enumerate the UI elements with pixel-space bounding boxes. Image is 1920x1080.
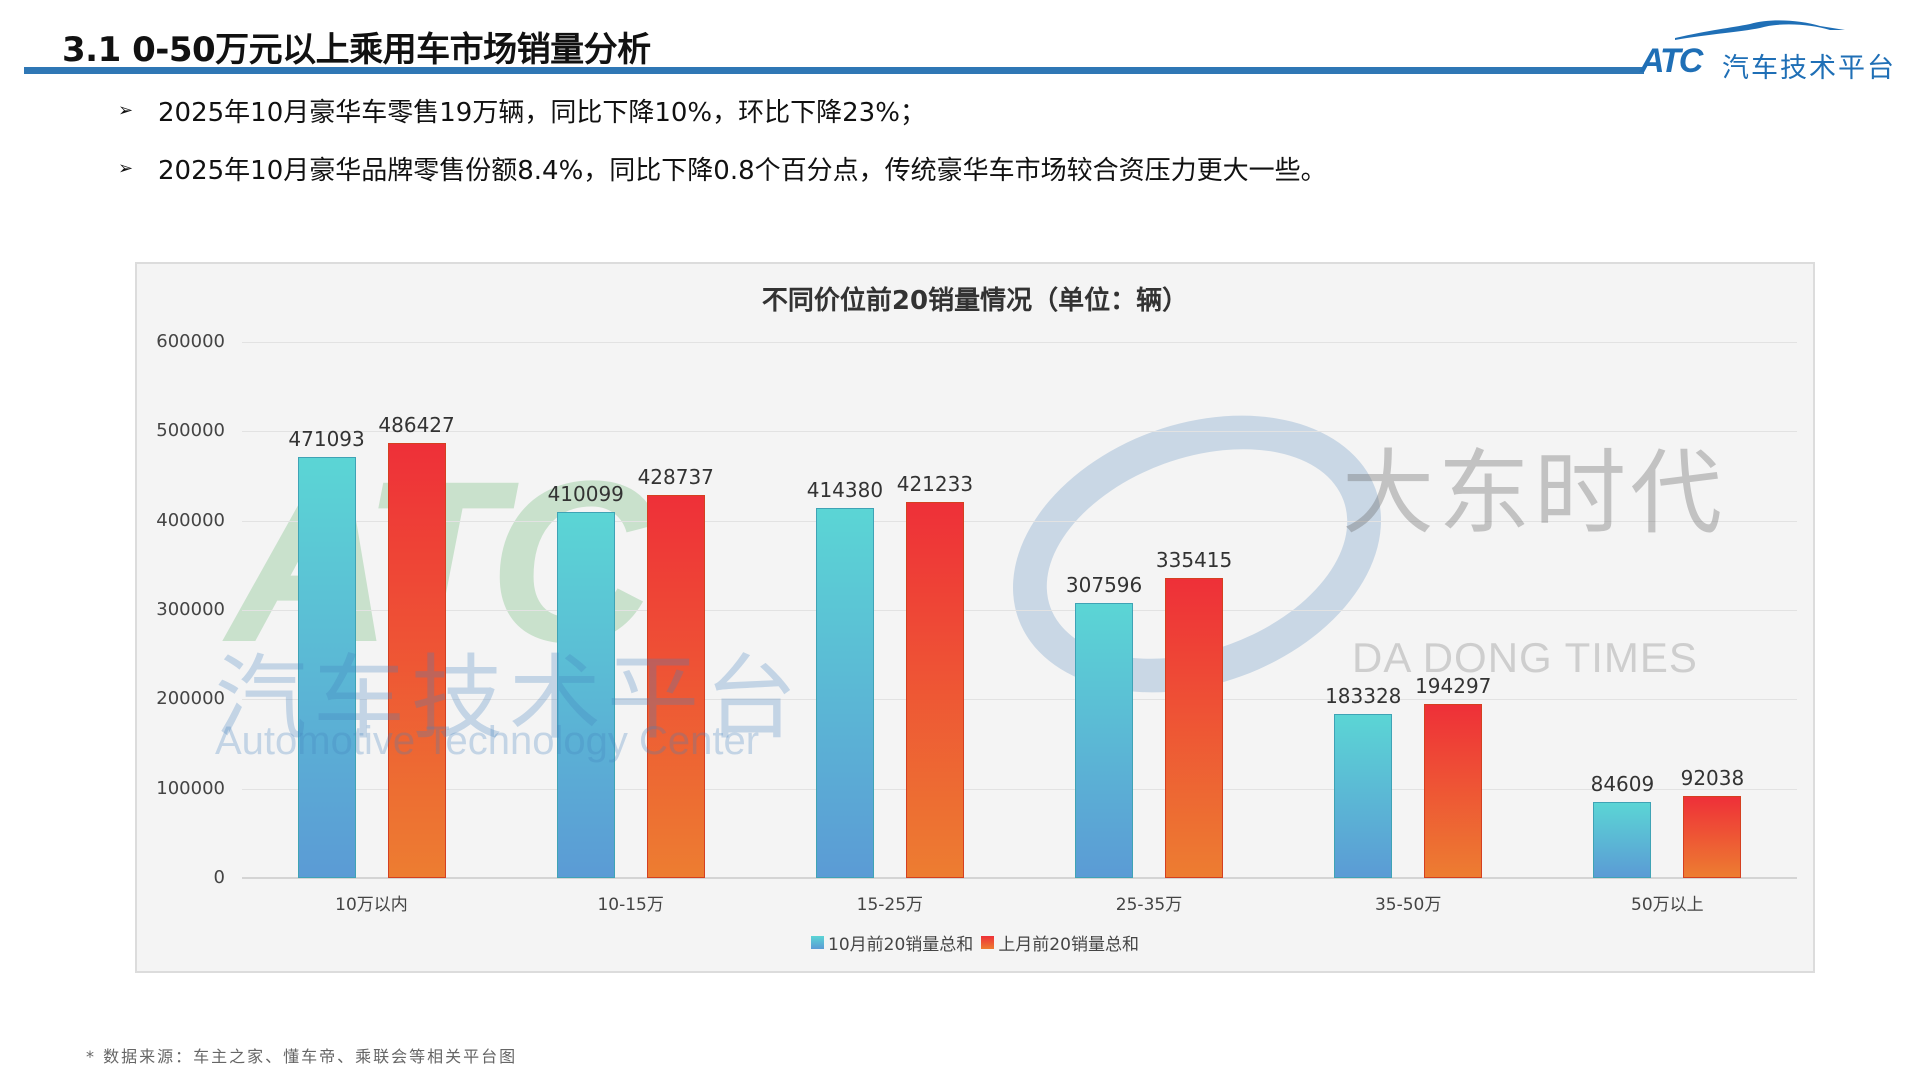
x-axis-line (242, 877, 1797, 879)
bar-last-month (387, 443, 446, 878)
chart-legend: 10月前20销量总和 上月前20销量总和 (137, 930, 1813, 955)
title-divider (24, 67, 1644, 74)
bar-october (1075, 603, 1134, 878)
data-label: 183328 (1325, 684, 1402, 709)
bar-chart: ATC 不同价位前20销量情况（单位：辆） 600000500000400000… (135, 262, 1815, 973)
bullet-text: 2025年10月豪华品牌零售份额8.4%，同比下降0.8个百分点，传统豪华车市场… (158, 155, 1327, 186)
legend-item-last-month: 上月前20销量总和 (981, 930, 1139, 955)
bullet-item: ➢ 2025年10月豪华品牌零售份额8.4%，同比下降0.8个百分点，传统豪华车… (118, 154, 1327, 186)
summary-bullets: ➢ 2025年10月豪华车零售19万辆，同比下降10%，环比下降23%； ➢ 2… (118, 96, 1327, 212)
arrow-bullet-icon: ➢ (118, 99, 134, 121)
gridline (242, 431, 1797, 433)
x-tick-label: 10-15万 (597, 895, 664, 915)
data-label: 84609 (1590, 772, 1655, 797)
data-label: 92038 (1680, 765, 1745, 790)
gridline (242, 610, 1797, 611)
x-tick-label: 10万以内 (335, 895, 408, 915)
bar-last-month (1424, 704, 1483, 878)
legend-label: 10月前20销量总和 (828, 935, 974, 955)
chart-title: 不同价位前20销量情况（单位：辆） (761, 286, 1189, 316)
bar-last-month (905, 501, 964, 878)
gridline (242, 342, 1797, 343)
y-tick-label: 500000 (156, 420, 225, 442)
bar-october (297, 457, 356, 878)
legend-swatch-icon (811, 936, 825, 949)
bullet-item: ➢ 2025年10月豪华车零售19万辆，同比下降10%，环比下降23%； (118, 96, 1327, 128)
bar-last-month (1165, 578, 1224, 878)
gridline (242, 699, 1797, 701)
bar-last-month (1683, 795, 1742, 878)
data-label: 307596 (1065, 573, 1143, 598)
data-label: 486427 (378, 413, 455, 438)
bar-october (1593, 802, 1652, 878)
y-tick-label: 400000 (156, 509, 225, 531)
data-source-footnote: * 数据来源：车主之家、懂车帝、乘联会等相关平台图 (86, 1047, 518, 1066)
plot-area: 600000 500000 400000 300000 200000 100000 0 471… (156, 331, 1797, 915)
data-label: 428737 (637, 464, 714, 489)
bar-last-month (646, 495, 705, 878)
y-tick-label: 100000 (156, 777, 225, 799)
legend-swatch-icon (981, 936, 995, 949)
x-tick-label: 15-25万 (856, 895, 924, 915)
data-label: 421233 (896, 471, 974, 496)
bar-october (815, 507, 874, 878)
data-label: 414380 (806, 477, 884, 502)
atc-logo: ATC 汽车技术平台 (1630, 18, 1910, 84)
y-tick-label: 200000 (156, 688, 225, 710)
bullet-text: 2025年10月豪华车零售19万辆，同比下降10%，环比下降23%； (158, 97, 926, 128)
bar-october (556, 511, 615, 878)
y-tick-label: 300000 (156, 599, 225, 620)
y-tick-label: 0 (213, 867, 225, 888)
data-label: 335415 (1155, 548, 1233, 573)
page-title: 3.1 0-50万元以上乘用车市场销量分析 (62, 30, 651, 70)
data-label: 410099 (547, 481, 624, 506)
logo-text: 汽车技术平台 (1722, 53, 1896, 84)
y-tick-label: 600000 (156, 331, 225, 352)
data-label: 471093 (288, 427, 365, 452)
gridline (242, 520, 1797, 522)
legend-item-october: 10月前20销量总和 (811, 930, 973, 955)
data-label: 194297 (1415, 674, 1492, 699)
logo-mark: ATC (1640, 42, 1703, 80)
x-tick-label: 25-35万 (1115, 895, 1183, 915)
x-tick-label: 50万以上 (1631, 895, 1704, 915)
arrow-bullet-icon: ➢ (118, 157, 134, 179)
car-silhouette-icon (1675, 20, 1845, 40)
x-tick-label: 35-50万 (1374, 895, 1442, 915)
gridline (242, 788, 1797, 790)
legend-label: 上月前20销量总和 (998, 935, 1139, 955)
bar-october (1334, 714, 1393, 878)
